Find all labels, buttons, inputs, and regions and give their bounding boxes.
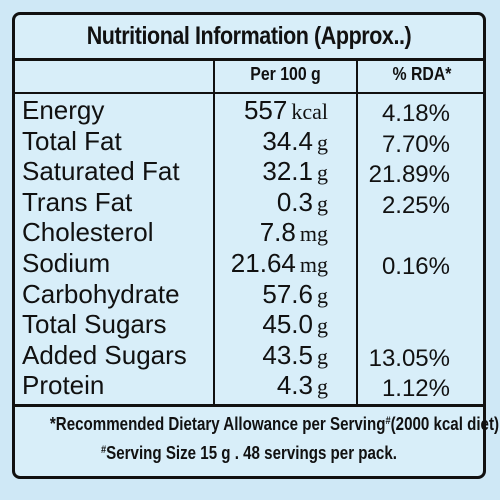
nutrient-value: 45.0 g bbox=[262, 309, 328, 341]
footnote-rda-diet: (2000 kcal diet). bbox=[390, 414, 500, 434]
nutrient-name: Trans Fat bbox=[22, 186, 133, 217]
footer-divider bbox=[12, 404, 486, 407]
nutrient-rda: 2.25% bbox=[381, 191, 450, 219]
nutrient-unit: g bbox=[317, 129, 328, 155]
nutrient-value: 557 kcal bbox=[244, 95, 328, 127]
nutrient-amount: 43.5 bbox=[262, 339, 313, 370]
nutrient-value: 0.3 g bbox=[277, 187, 328, 219]
nutrient-amount: 4.3 bbox=[276, 370, 313, 401]
title-divider bbox=[12, 58, 486, 61]
nutrient-value: 34.4 g bbox=[262, 126, 328, 158]
nutrient-name: Sodium bbox=[22, 248, 111, 278]
nutrient-unit: kcal bbox=[291, 99, 328, 124]
nutrient-amount: 34.4 bbox=[262, 125, 313, 156]
nutrient-unit: g bbox=[317, 374, 328, 400]
table-row: Added Sugars 43.5 g 13.05% bbox=[0, 339, 500, 372]
nutrient-unit: mg bbox=[299, 221, 328, 247]
nutrient-name: Added Sugars bbox=[22, 339, 187, 370]
nutrient-value: 57.6 g bbox=[262, 279, 328, 311]
table-title: Nutritional Information (Approx..) bbox=[86, 22, 412, 50]
nutrient-value: 7.8 mg bbox=[260, 217, 328, 249]
table-row: Protein 4.3 g 1.12% bbox=[0, 370, 500, 402]
nutrient-rda: 0.16% bbox=[381, 253, 450, 280]
footnote-serving-mark: # bbox=[101, 444, 107, 456]
nutrient-rda: 4.18% bbox=[381, 100, 450, 127]
column-divider-2 bbox=[356, 58, 358, 405]
nutrient-amount: 21.64 bbox=[230, 248, 296, 278]
table-row: Sodium 21.64 mg 0.16% bbox=[0, 248, 500, 280]
nutrient-rda: 13.05% bbox=[368, 344, 450, 372]
footnote-serving-text: Serving Size 15 g . 48 servings per pack… bbox=[106, 443, 397, 463]
nutrient-unit: g bbox=[317, 160, 328, 186]
nutrient-amount: 0.3 bbox=[276, 186, 313, 217]
footnote-serving: #Serving Size 15 g . 48 servings per pac… bbox=[50, 443, 448, 464]
nutrient-amount: 57.6 bbox=[262, 278, 313, 309]
column-header-per100: Per 100 g bbox=[250, 64, 321, 84]
header-divider bbox=[12, 92, 486, 94]
table-row: Total Sugars 45.0 g bbox=[0, 309, 500, 339]
nutrient-name: Saturated Fat bbox=[22, 156, 180, 187]
column-header-rda: % RDA* bbox=[392, 64, 452, 84]
nutrient-value: 21.64 mg bbox=[231, 248, 328, 280]
table-row: Trans Fat 0.3 g 2.25% bbox=[0, 186, 500, 219]
nutrient-amount: 45.0 bbox=[262, 309, 313, 340]
nutrient-amount: 7.8 bbox=[259, 217, 296, 248]
nutrient-name: Energy bbox=[22, 95, 105, 125]
nutrient-value: 43.5 g bbox=[262, 340, 328, 372]
footnote-rda-text: *Recommended Dietary Allowance per Servi… bbox=[49, 414, 386, 434]
nutrient-name: Total Sugars bbox=[22, 309, 167, 340]
nutrient-amount: 557 bbox=[243, 95, 288, 125]
table-row: Saturated Fat 32.1 g 21.89% bbox=[0, 156, 500, 188]
nutrition-table-border bbox=[12, 12, 486, 479]
table-row: Carbohydrate 57.6 g bbox=[0, 279, 500, 309]
footnote-rda: *Recommended Dietary Allowance per Servi… bbox=[49, 414, 500, 435]
nutrient-rda: 7.70% bbox=[381, 130, 450, 158]
nutrient-unit: g bbox=[317, 282, 328, 308]
table-row: Energy 557 kcal 4.18% bbox=[0, 95, 500, 127]
nutrient-unit: g bbox=[317, 343, 328, 369]
nutrient-amount: 32.1 bbox=[262, 156, 313, 187]
nutrient-rda: 1.12% bbox=[381, 375, 450, 403]
nutrient-name: Protein bbox=[22, 370, 105, 401]
nutrient-name: Cholesterol bbox=[22, 217, 154, 248]
column-divider-1 bbox=[213, 58, 215, 405]
table-row: Total Fat 34.4 g 7.70% bbox=[0, 125, 500, 158]
nutrient-name: Carbohydrate bbox=[22, 278, 180, 309]
footnote-rda-mark: # bbox=[385, 415, 391, 427]
nutrient-value: 32.1 g bbox=[262, 156, 328, 188]
nutrient-unit: g bbox=[317, 313, 328, 339]
table-row: Cholesterol 7.8 mg bbox=[0, 217, 500, 247]
nutrient-value: 4.3 g bbox=[277, 370, 328, 402]
nutrient-unit: g bbox=[317, 190, 328, 216]
nutrient-rda: 21.89% bbox=[368, 161, 450, 189]
nutrient-unit: mg bbox=[299, 252, 328, 277]
nutrient-name: Total Fat bbox=[22, 125, 122, 156]
